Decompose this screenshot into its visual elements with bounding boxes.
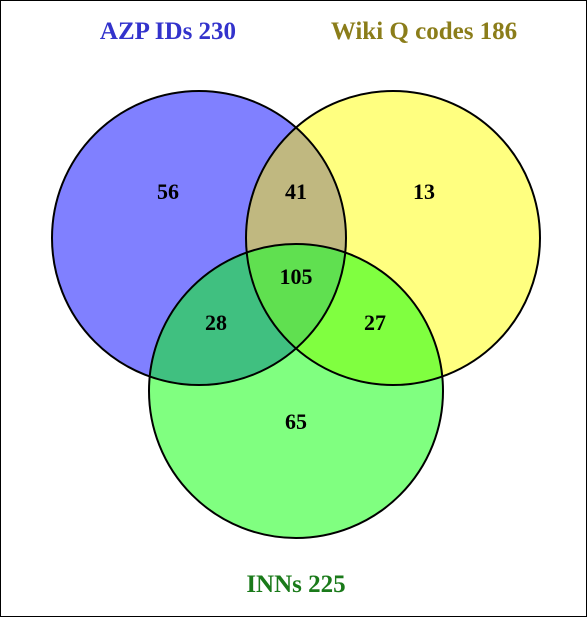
azp-set-title: AZP IDs 230 — [100, 18, 236, 45]
count-all-three: 105 — [280, 264, 313, 289]
count-wiki-inn: 27 — [364, 310, 386, 335]
count-azp-only: 56 — [157, 179, 179, 204]
wiki-inn-overlap — [246, 244, 443, 385]
inn-circle-outline — [148, 243, 444, 539]
count-azp-inn: 28 — [205, 310, 227, 335]
count-inn-only: 65 — [285, 409, 307, 434]
count-azp-wiki: 41 — [285, 179, 307, 204]
azp-inn-overlap — [149, 244, 346, 385]
wiki-circle-outline — [245, 90, 541, 386]
count-wiki-only: 13 — [413, 179, 435, 204]
wiki-set-title: Wiki Q codes 186 — [331, 18, 517, 45]
azp-circle-outline — [51, 90, 347, 386]
inn-set-title: INNs 225 — [246, 571, 345, 598]
